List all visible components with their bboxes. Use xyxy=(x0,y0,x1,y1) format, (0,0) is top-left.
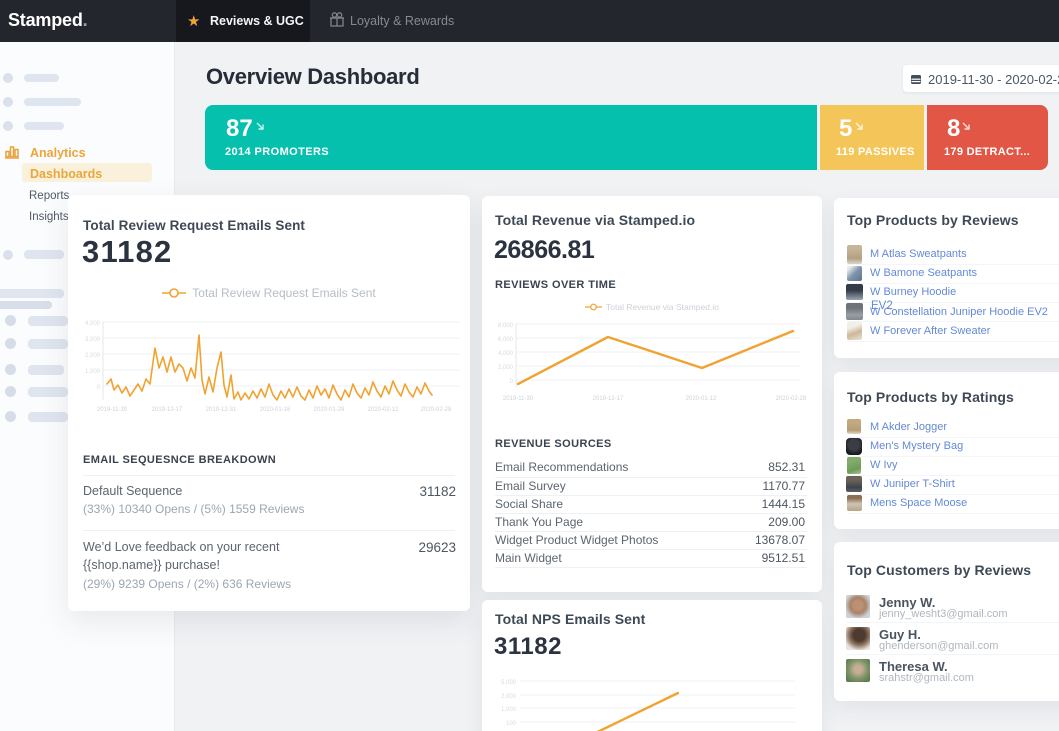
svg-text:2020-02-12: 2020-02-12 xyxy=(368,407,399,413)
svg-text:4,000: 4,000 xyxy=(498,351,514,357)
svg-text:2,000: 2,000 xyxy=(501,694,517,700)
svg-text:2019-12-31: 2019-12-31 xyxy=(206,407,237,413)
svg-text:5,000: 5,000 xyxy=(501,680,517,686)
svg-text:3,000: 3,000 xyxy=(85,337,101,343)
svg-text:8,000: 8,000 xyxy=(498,323,514,329)
svg-text:2019-11-30: 2019-11-30 xyxy=(503,396,534,402)
svg-text:2019-12-17: 2019-12-17 xyxy=(593,396,624,402)
svg-text:2020-02-28: 2020-02-28 xyxy=(421,407,452,413)
svg-text:0: 0 xyxy=(510,379,514,385)
svg-text:2020-01-29: 2020-01-29 xyxy=(314,407,345,413)
svg-text:0: 0 xyxy=(97,385,101,391)
svg-text:2020-01-12: 2020-01-12 xyxy=(686,396,717,402)
svg-text:4,000: 4,000 xyxy=(85,321,101,327)
svg-text:2019-12-17: 2019-12-17 xyxy=(152,407,183,413)
svg-text:2,000: 2,000 xyxy=(498,365,514,371)
svg-text:2020-01-16: 2020-01-16 xyxy=(260,407,291,413)
svg-text:6,000: 6,000 xyxy=(498,337,514,343)
svg-text:2,000: 2,000 xyxy=(85,353,101,359)
svg-text:2019-11-30: 2019-11-30 xyxy=(97,407,128,413)
svg-text:1,000: 1,000 xyxy=(501,707,517,713)
svg-text:100: 100 xyxy=(506,721,517,727)
svg-text:2020-02-28: 2020-02-28 xyxy=(776,396,807,402)
svg-text:1,000: 1,000 xyxy=(85,369,101,375)
